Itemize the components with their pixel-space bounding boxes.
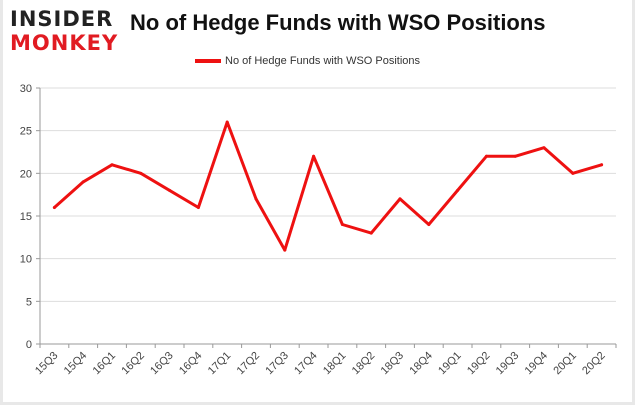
x-tick-label-19Q3: 19Q3 (494, 350, 522, 378)
x-tick-label-18Q1: 18Q1 (321, 350, 349, 378)
x-tick-label-19Q2: 19Q2 (465, 350, 493, 378)
x-tick-label-15Q3: 15Q3 (33, 350, 61, 378)
chart-legend: No of Hedge Funds with WSO Positions (195, 53, 420, 69)
data-point-17Q1 (225, 120, 229, 124)
grid-lines (40, 87, 616, 302)
x-tick-label-16Q3: 16Q3 (148, 350, 176, 378)
x-tick-label-20Q2: 20Q2 (580, 350, 608, 378)
x-tick-label-19Q1: 19Q1 (436, 350, 464, 378)
y-tick-label-10: 10 (20, 254, 32, 266)
x-tick-label-18Q2: 18Q2 (350, 350, 378, 378)
data-point-18Q3 (398, 197, 402, 201)
legend-line-swatch (195, 59, 221, 63)
data-point-17Q2 (254, 197, 258, 201)
x-tick-label-16Q2: 16Q2 (119, 350, 147, 378)
data-point-16Q4 (196, 205, 200, 209)
data-point-17Q3 (283, 248, 287, 252)
data-point-20Q2 (600, 163, 604, 167)
axes (36, 87, 617, 348)
y-tick-label-5: 5 (26, 296, 32, 308)
data-point-15Q4 (81, 180, 85, 184)
x-tick-labels: 15Q3 15Q4 16Q1 16Q2 16Q3 16Q4 17Q1 17Q2 17Q3 17Q4… (33, 350, 608, 378)
x-tick-label-17Q4: 17Q4 (292, 350, 320, 378)
logo-text-bottom: MONKEY (10, 31, 119, 55)
data-point-17Q4 (312, 154, 316, 158)
x-tick-label-16Q1: 16Q1 (91, 350, 119, 378)
data-point-20Q1 (571, 171, 575, 175)
insider-monkey-logo: INSIDER MONKEY (10, 6, 120, 56)
series-layer (52, 120, 604, 252)
data-point-18Q2 (369, 231, 373, 235)
x-tick-label-19Q4: 19Q4 (523, 350, 551, 378)
chart-title: No of Hedge Funds with WSO Positions (130, 10, 546, 35)
y-tick-label-30: 30 (20, 83, 32, 95)
data-point-19Q2 (484, 154, 488, 158)
y-tick-label-15: 15 (20, 211, 32, 223)
data-point-18Q1 (340, 223, 344, 227)
data-point-16Q3 (168, 188, 172, 192)
y-tick-labels: 0 5 10 15 20 25 30 (20, 83, 32, 351)
x-tick-label-15Q4: 15Q4 (62, 350, 90, 378)
x-tick-label-20Q1: 20Q1 (551, 350, 579, 378)
x-tick-label-17Q2: 17Q2 (235, 350, 263, 378)
data-point-19Q1 (456, 188, 460, 192)
x-tick-label-17Q1: 17Q1 (206, 350, 234, 378)
x-tick-label-18Q4: 18Q4 (407, 350, 435, 378)
data-point-19Q3 (513, 154, 517, 158)
legend-label: No of Hedge Funds with WSO Positions (225, 55, 421, 67)
data-point-16Q1 (110, 163, 114, 167)
y-tick-label-25: 25 (20, 126, 32, 138)
data-point-15Q3 (52, 205, 56, 209)
y-tick-label-0: 0 (26, 339, 32, 351)
y-tick-label-20: 20 (20, 168, 32, 180)
x-tick-label-16Q4: 16Q4 (177, 350, 205, 378)
x-tick-label-18Q3: 18Q3 (379, 350, 407, 378)
data-point-19Q4 (542, 146, 546, 150)
series-line-0 (52, 120, 604, 252)
data-point-18Q4 (427, 223, 431, 227)
data-point-16Q2 (139, 171, 143, 175)
x-tick-label-17Q3: 17Q3 (263, 350, 291, 378)
logo-text-top: INSIDER (10, 7, 114, 31)
